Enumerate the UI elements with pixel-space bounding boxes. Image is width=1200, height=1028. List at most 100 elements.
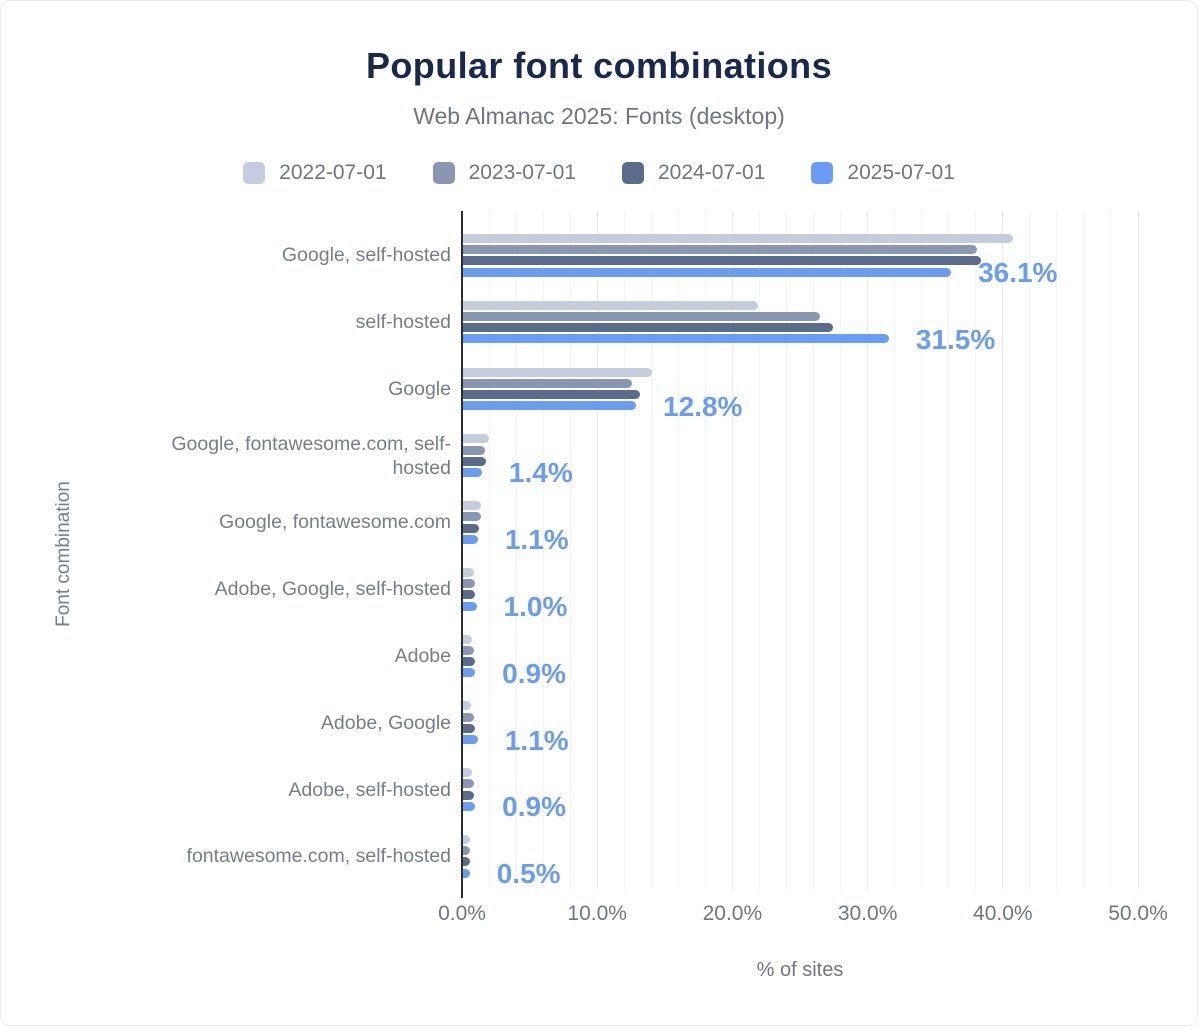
bar-2023-07-01 (463, 512, 481, 522)
category-label: Adobe, self-hosted (288, 778, 451, 801)
bar-2024-07-01 (463, 590, 476, 600)
value-label: 1.4% (508, 457, 573, 489)
bar-2025-07-01 (463, 801, 476, 811)
bar-2023-07-01 (463, 311, 820, 321)
bar-2024-07-01 (463, 790, 474, 800)
legend-label: 2025-07-01 (847, 161, 955, 184)
bar-2022-07-01 (463, 367, 653, 377)
legend-label: 2024-07-01 (658, 161, 766, 184)
category-label: Adobe, Google, self-hosted (214, 578, 451, 601)
category-label: fontawesome.com, self-hosted (186, 845, 451, 868)
legend-item-2023-07-01: 2023-07-01 (432, 161, 576, 185)
category-label: Google, fontawesome.com, self-hosted (171, 432, 451, 479)
bar-2024-07-01 (463, 657, 476, 667)
bar-2023-07-01 (463, 645, 474, 655)
category-label: Adobe (394, 644, 451, 667)
x-tick-label: 30.0% (837, 902, 898, 925)
gridline-minor (650, 211, 652, 889)
bar-2025-07-01 (463, 868, 470, 878)
bar-2023-07-01 (463, 779, 474, 789)
x-tick-label: 0.0% (438, 902, 486, 925)
bar-2024-07-01 (463, 723, 476, 733)
gridline-minor (894, 211, 896, 889)
bar-2024-07-01 (463, 389, 641, 399)
gridline-minor (948, 211, 950, 889)
bar-2022-07-01 (463, 835, 470, 845)
gridline-minor (623, 211, 625, 889)
value-label: 12.8% (663, 390, 743, 422)
bar-2024-07-01 (463, 323, 834, 333)
bar-2025-07-01 (463, 467, 482, 477)
bar-2022-07-01 (463, 768, 473, 778)
bar-2022-07-01 (463, 634, 473, 644)
bar-2023-07-01 (463, 445, 485, 455)
gridline-minor (813, 211, 815, 889)
value-label: 1.1% (504, 524, 569, 556)
gridline-minor (1083, 211, 1085, 889)
value-label: 31.5% (915, 323, 996, 355)
x-tick-label: 50.0% (1108, 902, 1168, 925)
value-label: 36.1% (978, 257, 1058, 289)
bar-2024-07-01 (463, 256, 981, 266)
bar-2025-07-01 (463, 401, 637, 411)
x-tick-label: 10.0% (567, 902, 627, 925)
gridline-major (596, 211, 598, 889)
bar-2022-07-01 (463, 701, 472, 711)
legend-swatch-icon (432, 162, 455, 184)
legend-swatch-icon (622, 162, 644, 184)
bar-2022-07-01 (463, 567, 474, 577)
category-label: Google, self-hosted (281, 244, 451, 267)
y-axis-line (461, 211, 463, 898)
bar-2022-07-01 (463, 434, 489, 444)
gridline-minor (704, 211, 706, 889)
value-label: 0.9% (502, 791, 566, 823)
bar-2025-07-01 (463, 267, 952, 277)
bar-2025-07-01 (463, 668, 476, 678)
gridline-minor (542, 211, 544, 889)
chart-title: Popular font combinations (366, 45, 832, 86)
x-tick-label: 20.0% (702, 902, 763, 925)
bar-2024-07-01 (463, 523, 480, 533)
y-axis-title: Font combination (53, 481, 74, 627)
gridline-minor (569, 211, 571, 889)
bar-2024-07-01 (463, 857, 470, 867)
category-label: Google (388, 377, 451, 400)
chart-subtitle: Web Almanac 2025: Fonts (desktop) (413, 103, 785, 129)
gridline-minor (1029, 211, 1031, 889)
bar-2025-07-01 (463, 534, 478, 544)
bar-2022-07-01 (463, 300, 758, 310)
gridline-minor (1056, 211, 1058, 889)
gridline-minor (758, 211, 760, 889)
gridline-major (867, 211, 869, 889)
legend-swatch-icon (243, 162, 266, 184)
gridline-major (1002, 211, 1004, 889)
bar-2023-07-01 (463, 846, 470, 856)
value-label: 1.1% (504, 724, 569, 756)
legend: 2022-07-01 2023-07-01 2024-07-01 2025-07-01 (1, 161, 1197, 185)
value-label: 1.0% (503, 591, 568, 622)
bar-2024-07-01 (463, 456, 486, 466)
bar-2023-07-01 (463, 712, 474, 722)
gridline-minor (840, 211, 842, 889)
bar-2025-07-01 (463, 735, 478, 745)
bar-2023-07-01 (463, 579, 476, 589)
bar-2025-07-01 (463, 601, 477, 611)
category-label: Google, fontawesome.com (219, 511, 451, 534)
bar-2025-07-01 (463, 334, 889, 344)
gridline-major (731, 211, 733, 889)
x-tick-label: 40.0% (973, 902, 1033, 925)
bar-2022-07-01 (463, 501, 481, 511)
category-label: Adobe, Google (320, 711, 451, 734)
gridline-major (1137, 211, 1139, 889)
gridline-minor (1110, 211, 1112, 889)
x-axis-title: % of sites (756, 959, 844, 981)
bar-2023-07-01 (463, 245, 977, 255)
gridline-minor (975, 211, 977, 889)
gridline-minor (515, 211, 517, 889)
gridline-minor (677, 211, 679, 889)
legend-item-2025-07-01: 2025-07-01 (811, 161, 955, 185)
legend-item-2024-07-01: 2024-07-01 (622, 161, 765, 185)
legend-label: 2023-07-01 (468, 161, 576, 184)
